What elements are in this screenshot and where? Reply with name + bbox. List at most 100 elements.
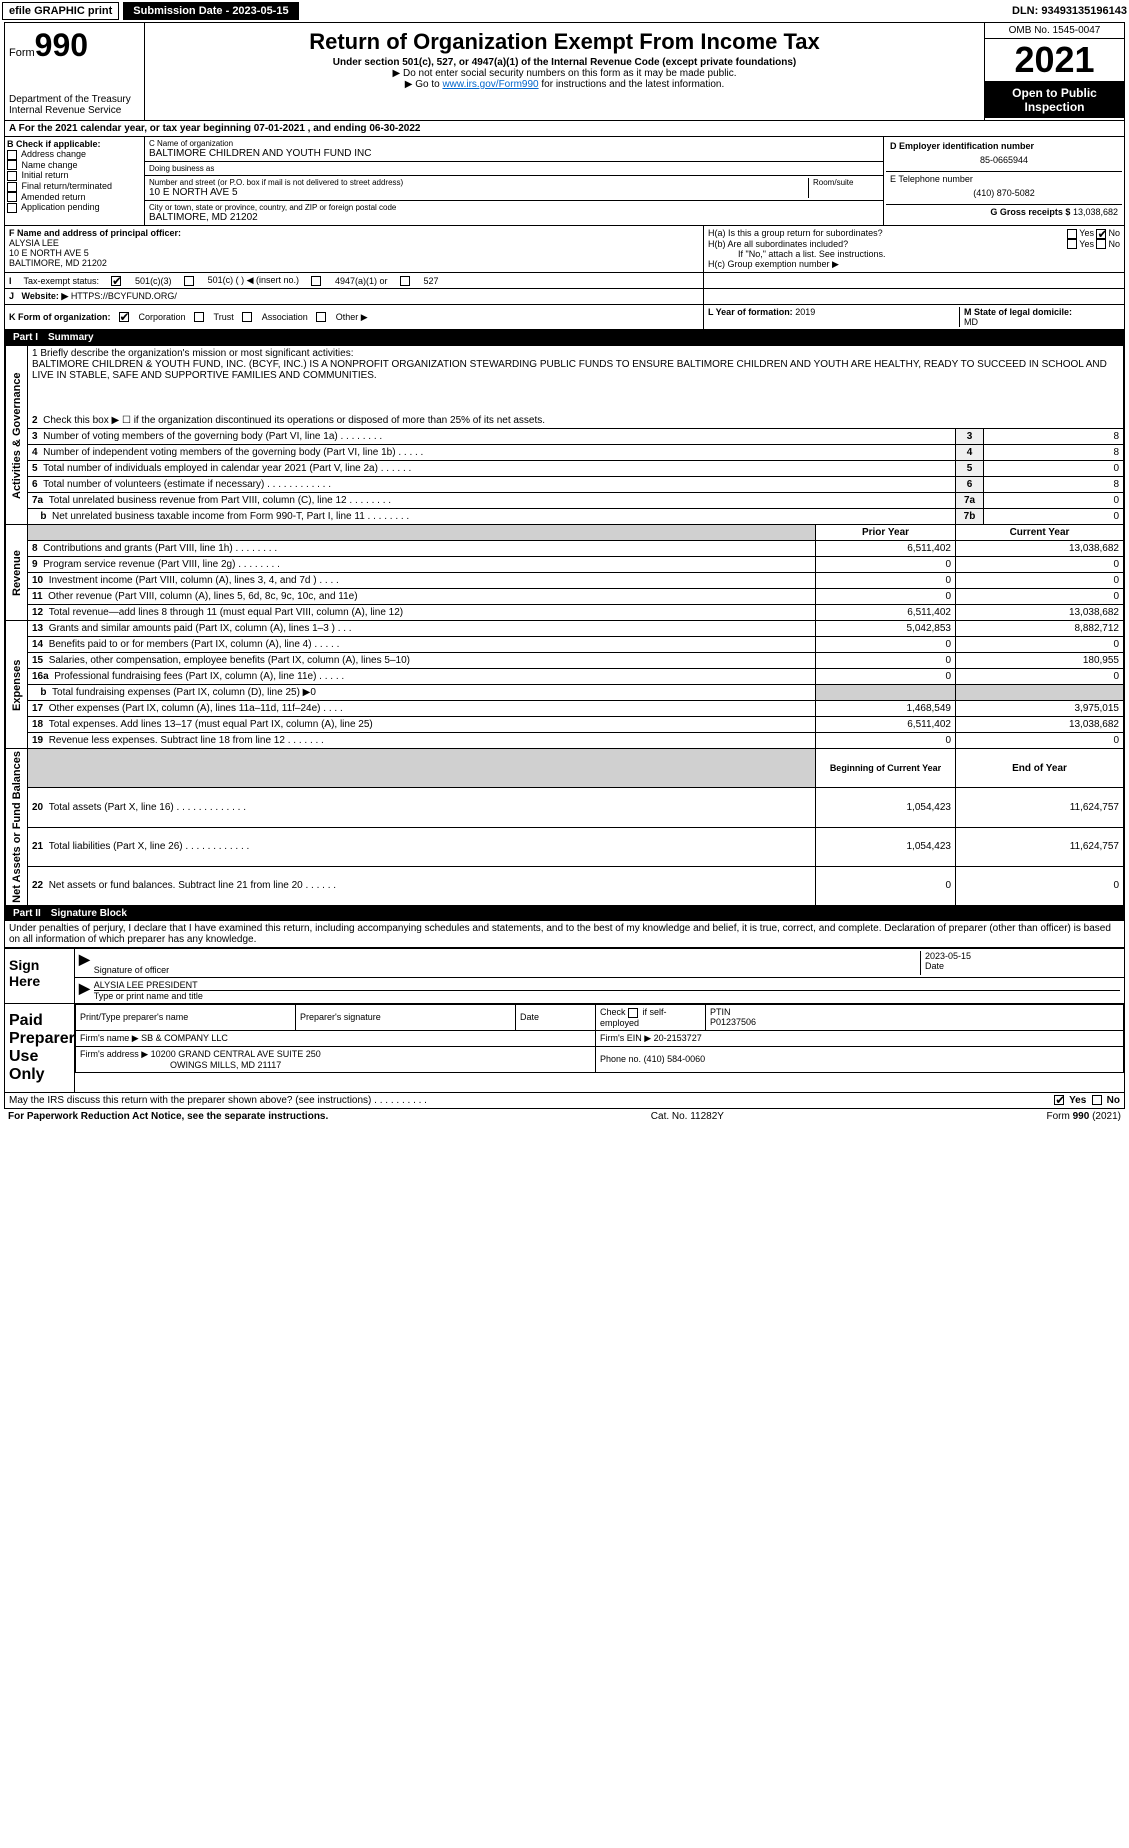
chk-527[interactable] bbox=[400, 276, 410, 286]
domicile-value: MD bbox=[964, 317, 978, 327]
firm-name: SB & COMPANY LLC bbox=[141, 1033, 228, 1043]
side-expenses: Expenses bbox=[6, 621, 28, 749]
header-left: Form990 Department of the Treasury Inter… bbox=[5, 23, 145, 120]
form-subtitle: Under section 501(c), 527, or 4947(a)(1)… bbox=[149, 57, 980, 68]
form-prefix: Form bbox=[9, 47, 35, 59]
line2-text: Check this box ▶ ☐ if the organization d… bbox=[43, 415, 545, 426]
exp-row: 18 Total expenses. Add lines 13–17 (must… bbox=[6, 717, 1124, 733]
discuss-text: May the IRS discuss this return with the… bbox=[9, 1095, 427, 1106]
prep-h1: Print/Type preparer's name bbox=[76, 1005, 296, 1031]
part2-title: Signature Block bbox=[51, 908, 127, 919]
firm-ein-label: Firm's EIN ▶ bbox=[600, 1033, 651, 1043]
declaration-text: Under penalties of perjury, I declare th… bbox=[5, 921, 1124, 948]
firm-label: Firm's name ▶ bbox=[80, 1033, 139, 1043]
chk-corp[interactable] bbox=[119, 312, 129, 322]
officer-addr1: 10 E NORTH AVE 5 bbox=[9, 248, 699, 258]
col-begin: Beginning of Current Year bbox=[816, 749, 956, 788]
preparer-label: Paid Preparer Use Only bbox=[5, 1004, 75, 1092]
period-line: A For the 2021 calendar year, or tax yea… bbox=[5, 121, 1124, 137]
preparer-block: Paid Preparer Use Only Print/Type prepar… bbox=[4, 1004, 1125, 1093]
chk-name[interactable]: Name change bbox=[7, 160, 142, 171]
hb-yes[interactable] bbox=[1067, 239, 1077, 249]
prep-h3: Date bbox=[516, 1005, 596, 1031]
tax-status-row: I Tax-exempt status: 501(c)(3) 501(c) ( … bbox=[5, 273, 1124, 289]
hb-note: If "No," attach a list. See instructions… bbox=[708, 249, 1120, 259]
preparer-table: Print/Type preparer's name Preparer's si… bbox=[75, 1004, 1124, 1073]
irs-link[interactable]: www.irs.gov/Form990 bbox=[442, 79, 538, 90]
col-current: Current Year bbox=[956, 525, 1124, 541]
chk-501c[interactable] bbox=[184, 276, 194, 286]
firm-addr-label: Firm's address ▶ bbox=[80, 1049, 148, 1059]
firm-addr2: OWINGS MILLS, MD 21117 bbox=[80, 1060, 591, 1070]
fh-block: F Name and address of principal officer:… bbox=[5, 226, 1124, 273]
chk-4947[interactable] bbox=[311, 276, 321, 286]
exp-row: 17 Other expenses (Part IX, column (A), … bbox=[6, 701, 1124, 717]
exp-row: 19 Revenue less expenses. Subtract line … bbox=[6, 733, 1124, 749]
sig-date: 2023-05-15 bbox=[925, 951, 1120, 961]
discuss-yes[interactable] bbox=[1054, 1095, 1064, 1105]
hb-no[interactable] bbox=[1096, 239, 1106, 249]
gov-row: b Net unrelated business taxable income … bbox=[6, 509, 1124, 525]
ha-no[interactable] bbox=[1096, 229, 1106, 239]
sign-block: Sign Here ▶ Signature of officer 2023-05… bbox=[4, 949, 1125, 1004]
part1-title: Summary bbox=[48, 332, 94, 343]
addr-label: Number and street (or P.O. box if mail i… bbox=[149, 178, 804, 187]
hc-label: H(c) Group exemption number ▶ bbox=[708, 259, 1120, 270]
summary-table: Activities & Governance 1 Briefly descri… bbox=[5, 345, 1124, 906]
sig-officer-label: Signature of officer bbox=[94, 965, 920, 975]
part1-label: Part I bbox=[13, 332, 38, 343]
rev-row: 10 Investment income (Part VIII, column … bbox=[6, 573, 1124, 589]
hb-label: H(b) Are all subordinates included? bbox=[708, 239, 848, 250]
ein-value: 85-0665944 bbox=[890, 151, 1118, 169]
chk-assoc[interactable] bbox=[242, 312, 252, 322]
top-bar: efile GRAPHIC print Submission Date - 20… bbox=[0, 0, 1129, 22]
officer-addr2: BALTIMORE, MD 21202 bbox=[9, 258, 699, 268]
dba-label: Doing business as bbox=[149, 164, 879, 173]
chk-other[interactable] bbox=[316, 312, 326, 322]
exp-row: 16a Professional fundraising fees (Part … bbox=[6, 669, 1124, 685]
exp-row: 14 Benefits paid to or for members (Part… bbox=[6, 637, 1124, 653]
org-name: BALTIMORE CHILDREN AND YOUTH FUND INC bbox=[149, 148, 879, 159]
side-netassets: Net Assets or Fund Balances bbox=[6, 749, 28, 906]
rev-row: 8 Contributions and grants (Part VIII, l… bbox=[6, 541, 1124, 557]
block-f: F Name and address of principal officer:… bbox=[5, 226, 704, 272]
side-governance: Activities & Governance bbox=[6, 346, 28, 525]
form-number: 990 bbox=[35, 27, 88, 63]
city-value: BALTIMORE, MD 21202 bbox=[149, 212, 879, 223]
footer-left: For Paperwork Reduction Act Notice, see … bbox=[8, 1111, 328, 1122]
chk-address[interactable]: Address change bbox=[7, 149, 142, 160]
page-footer: For Paperwork Reduction Act Notice, see … bbox=[0, 1109, 1129, 1124]
chk-amended[interactable]: Amended return bbox=[7, 192, 142, 203]
form-note2: ▶ Go to www.irs.gov/Form990 for instruct… bbox=[149, 79, 980, 90]
gov-row: 7a Total unrelated business revenue from… bbox=[6, 493, 1124, 509]
room-label: Room/suite bbox=[813, 178, 879, 187]
ha-label: H(a) Is this a group return for subordin… bbox=[708, 228, 883, 239]
chk-trust[interactable] bbox=[194, 312, 204, 322]
website-value: HTTPS://BCYFUND.ORG/ bbox=[71, 291, 177, 301]
name-label: C Name of organization bbox=[149, 139, 879, 148]
chk-self-employed[interactable] bbox=[628, 1008, 638, 1018]
col-prior: Prior Year bbox=[816, 525, 956, 541]
prep-h4: Check if self-employed bbox=[596, 1005, 706, 1031]
rev-row: 12 Total revenue—add lines 8 through 11 … bbox=[6, 605, 1124, 621]
year-formation: 2019 bbox=[795, 307, 815, 317]
sign-here-label: Sign Here bbox=[5, 949, 75, 1003]
form-title: Return of Organization Exempt From Incom… bbox=[149, 29, 980, 55]
irs-label: Internal Revenue Service bbox=[9, 105, 140, 116]
chk-initial[interactable]: Initial return bbox=[7, 170, 142, 181]
header-mid: Return of Organization Exempt From Incom… bbox=[145, 23, 984, 120]
chk-final[interactable]: Final return/terminated bbox=[7, 181, 142, 192]
bcd-block: B Check if applicable: Address change Na… bbox=[5, 137, 1124, 226]
firm-phone-label: Phone no. bbox=[600, 1054, 641, 1064]
phone-value: (410) 870-5082 bbox=[890, 184, 1118, 202]
discuss-no[interactable] bbox=[1092, 1095, 1102, 1105]
chk-501c3[interactable] bbox=[111, 276, 121, 286]
efile-label: efile GRAPHIC print bbox=[2, 2, 119, 20]
ha-yes[interactable] bbox=[1067, 229, 1077, 239]
website-row: J Website: ▶ HTTPS://BCYFUND.ORG/ bbox=[5, 289, 1124, 305]
chk-pending[interactable]: Application pending bbox=[7, 202, 142, 213]
prep-h2: Preparer's signature bbox=[296, 1005, 516, 1031]
net-row: 22 Net assets or fund balances. Subtract… bbox=[6, 866, 1124, 905]
gross-value: 13,038,682 bbox=[1073, 207, 1118, 217]
discuss-row: May the IRS discuss this return with the… bbox=[4, 1093, 1125, 1109]
